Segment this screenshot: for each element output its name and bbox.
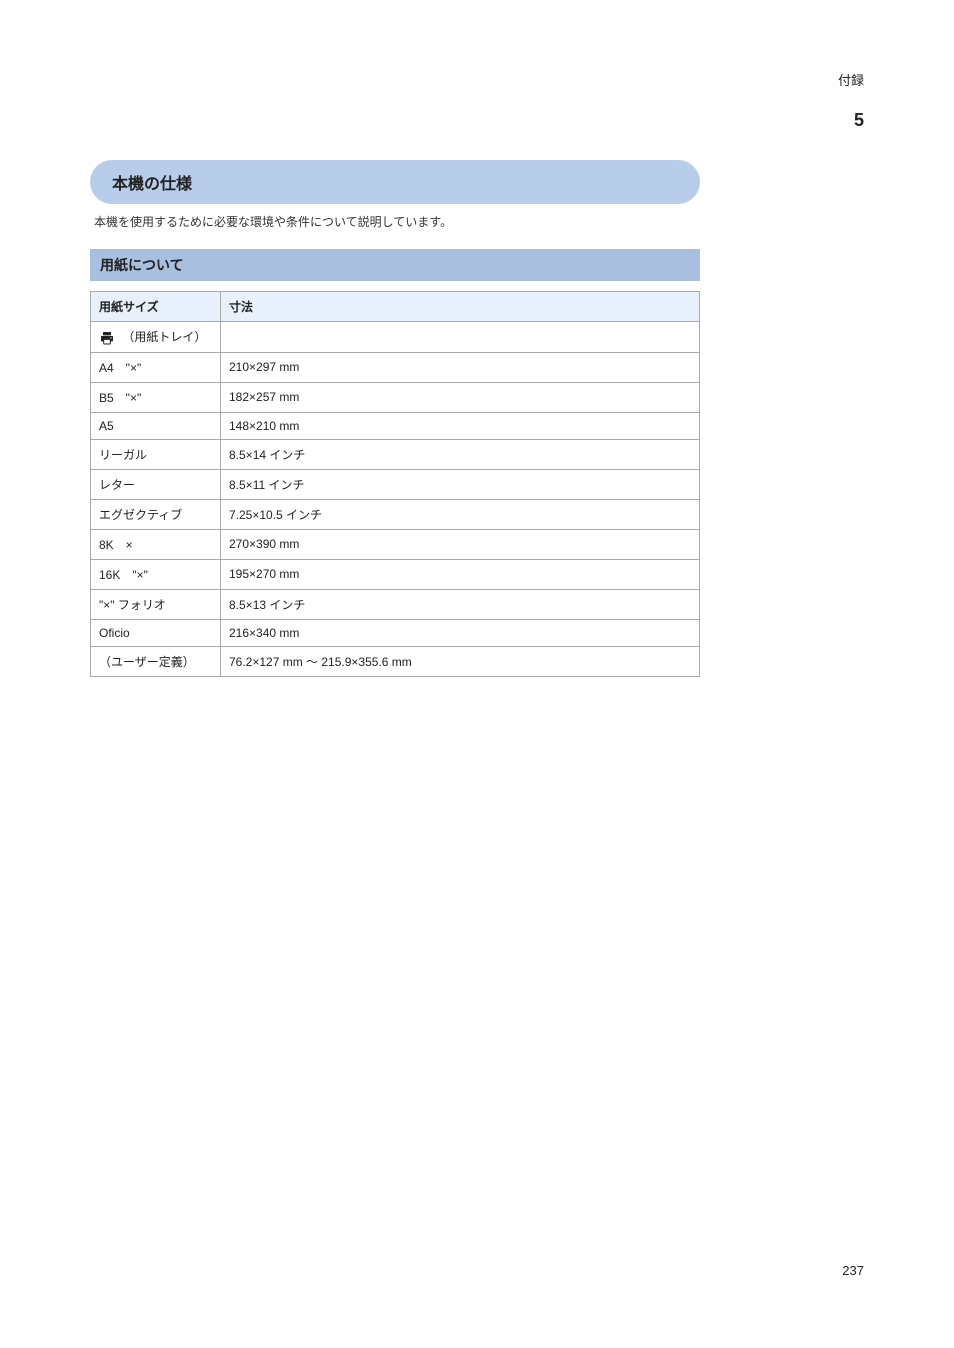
table-row: Oficio 216×340 mm	[91, 619, 700, 646]
header-section-label: 付録	[838, 70, 864, 89]
paper-name: A5	[91, 412, 221, 439]
paper-spec-table: 用紙サイズ 寸法 （用紙トレイ）	[90, 291, 700, 677]
paper-name: B5 "×"	[91, 382, 221, 412]
paper-name: エグゼクティブ	[91, 499, 221, 529]
table-row: B5 "×" 182×257 mm	[91, 382, 700, 412]
tray-label-cell: （用紙トレイ）	[91, 321, 221, 352]
col-paper-size: 用紙サイズ	[91, 291, 221, 321]
paper-dim: 7.25×10.5 インチ	[221, 499, 700, 529]
table-row: A4 "×" 210×297 mm	[91, 352, 700, 382]
paper-dim: 8.5×11 インチ	[221, 469, 700, 499]
printer-icon	[99, 330, 115, 346]
table-row: エグゼクティブ 7.25×10.5 インチ	[91, 499, 700, 529]
paper-dim: 210×297 mm	[221, 352, 700, 382]
table-row: リーガル 8.5×14 インチ	[91, 439, 700, 469]
table-row: "×" フォリオ 8.5×13 インチ	[91, 589, 700, 619]
paper-name: Oficio	[91, 619, 221, 646]
paper-name: （ユーザー定義）	[91, 646, 221, 676]
section-header: 用紙について	[90, 249, 700, 281]
paper-name: "×" フォリオ	[91, 589, 221, 619]
table-header-row: 用紙サイズ 寸法	[91, 291, 700, 321]
paper-dim: 216×340 mm	[221, 619, 700, 646]
page-number: 237	[842, 1263, 864, 1278]
col-dimensions: 寸法	[221, 291, 700, 321]
table-row: 8K × 270×390 mm	[91, 529, 700, 559]
paper-name: レター	[91, 469, 221, 499]
paper-dim: 195×270 mm	[221, 559, 700, 589]
page-title-note: 本機を使用するために必要な環境や条件について説明しています。	[94, 214, 864, 231]
table-row: レター 8.5×11 インチ	[91, 469, 700, 499]
paper-name: 16K "×"	[91, 559, 221, 589]
table-subheader-row: （用紙トレイ）	[91, 321, 700, 352]
table-row: 16K "×" 195×270 mm	[91, 559, 700, 589]
paper-dim: 182×257 mm	[221, 382, 700, 412]
tray-label: （用紙トレイ）	[122, 330, 206, 344]
paper-dim: 270×390 mm	[221, 529, 700, 559]
paper-dim: 8.5×14 インチ	[221, 439, 700, 469]
paper-name: A4 "×"	[91, 352, 221, 382]
paper-name: リーガル	[91, 439, 221, 469]
paper-name: 8K ×	[91, 529, 221, 559]
paper-dim: 8.5×13 インチ	[221, 589, 700, 619]
paper-dim: 76.2×127 mm ～ 215.9×355.6 mm	[221, 646, 700, 676]
chapter-number: 5	[854, 110, 864, 131]
paper-dim: 148×210 mm	[221, 412, 700, 439]
page-title: 本機の仕様	[90, 160, 700, 204]
table-row: （ユーザー定義） 76.2×127 mm ～ 215.9×355.6 mm	[91, 646, 700, 676]
tray-empty-cell	[221, 321, 700, 352]
table-row: A5 148×210 mm	[91, 412, 700, 439]
